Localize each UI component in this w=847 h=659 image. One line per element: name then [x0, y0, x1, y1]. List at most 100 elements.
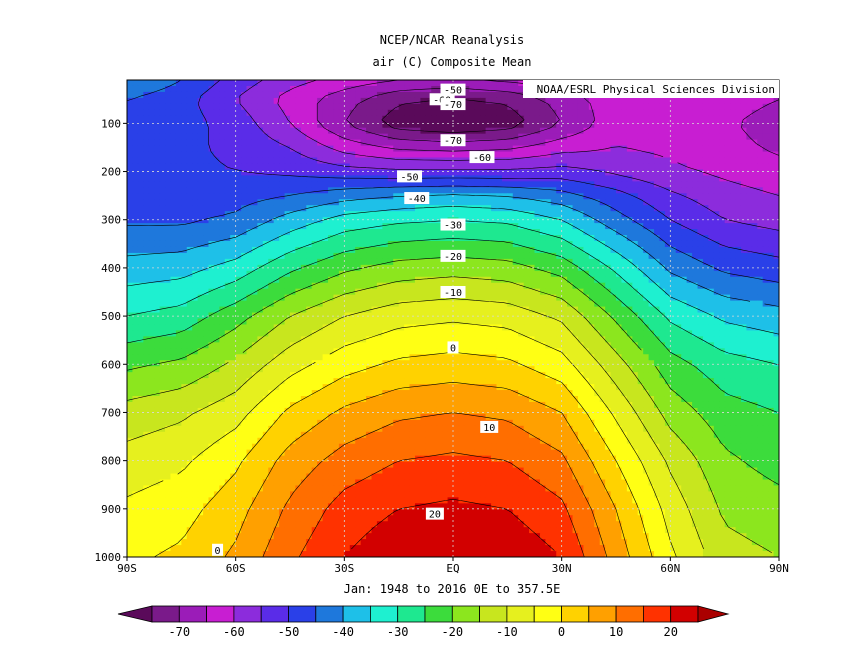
contour-cell [409, 294, 416, 302]
contour-cell [251, 151, 258, 159]
contour-cell [675, 235, 682, 242]
contour-cell [328, 181, 335, 188]
contour-cell [322, 246, 329, 254]
contour-cell [192, 270, 199, 278]
contour-cell [203, 324, 210, 332]
contour-cell [572, 294, 579, 302]
contour-cell [398, 312, 405, 320]
contour-cell [219, 103, 226, 111]
contour-cell [208, 187, 215, 194]
contour-cell [572, 121, 579, 129]
contour-cell [518, 205, 525, 212]
contour-cell [518, 264, 525, 272]
contour-cell [529, 169, 536, 176]
contour-cell [518, 312, 525, 320]
contour-cell [398, 264, 405, 272]
contour-cell [501, 157, 508, 165]
contour-cell [127, 252, 134, 260]
contour-cell [480, 139, 487, 147]
contour-cell [290, 151, 297, 159]
contour-cell [675, 270, 682, 278]
contour-cell [165, 145, 172, 153]
contour-cell [300, 103, 307, 111]
contour-cell [181, 175, 188, 182]
contour-cell [328, 80, 335, 87]
contour-cell [333, 85, 340, 93]
contour-cell [208, 85, 215, 93]
contour-cell [192, 211, 199, 218]
contour-cell [393, 85, 400, 93]
contour-cell [610, 288, 617, 296]
contour-cell [262, 324, 269, 332]
contour-cell [686, 127, 693, 135]
contour-cell [165, 133, 172, 141]
contour-cell [338, 109, 345, 117]
contour-cell [268, 199, 275, 206]
contour-cell [605, 276, 612, 284]
contour-cell [740, 97, 747, 105]
contour-cell [382, 288, 389, 296]
contour-cell [197, 175, 204, 182]
contour-cell [599, 169, 606, 176]
contour-cell [366, 258, 373, 266]
contour-cell [659, 133, 666, 141]
contour-cell [518, 145, 525, 153]
contour-cell [491, 187, 498, 194]
contour-cell [507, 294, 514, 302]
contour-cell [349, 157, 356, 165]
contour-cell [751, 97, 758, 105]
contour-cell [268, 169, 275, 176]
contour-cell [279, 288, 286, 296]
contour-cell [485, 240, 492, 248]
contour-cell [219, 252, 226, 260]
contour-cell [398, 163, 405, 171]
contour-cell [730, 288, 737, 296]
contour-cell [719, 217, 726, 224]
contour-cell [632, 199, 639, 206]
contour-cell [632, 103, 639, 111]
contour-cell [148, 193, 155, 200]
contour-cell [697, 163, 704, 171]
contour-cell [279, 240, 286, 248]
contour-cell [713, 258, 720, 266]
contour-cell [664, 115, 671, 123]
contour-cell [480, 270, 487, 278]
contour-cell [230, 235, 237, 242]
contour-cell [583, 306, 590, 314]
contour-cell [632, 294, 639, 302]
contour-cell [751, 306, 758, 314]
contour-cell [751, 109, 758, 117]
contour-cell [605, 157, 612, 165]
contour-cell [143, 223, 150, 230]
contour-cell [197, 246, 204, 254]
contour-cell [127, 127, 134, 135]
contour-cell [605, 103, 612, 111]
contour-cell [279, 80, 286, 87]
contour-cell [664, 181, 671, 188]
contour-cell [648, 181, 655, 188]
contour-cell [127, 312, 134, 320]
contour-cell [366, 205, 373, 212]
contour-cell [572, 288, 579, 296]
contour-cell [675, 127, 682, 135]
contour-cell [219, 80, 226, 87]
contour-cell [257, 312, 264, 320]
contour-cell [404, 246, 411, 254]
contour-cell [290, 288, 297, 296]
contour-cell [366, 157, 373, 165]
contour-cell [148, 103, 155, 111]
contour-cell [773, 223, 779, 230]
contour-cell [550, 294, 557, 302]
contour-cell [637, 151, 644, 159]
contour-cell [572, 282, 579, 290]
contour-cell [507, 205, 514, 212]
contour-cell [751, 127, 758, 135]
contour-cell [251, 193, 258, 200]
contour-cell [659, 169, 666, 176]
contour-cell [757, 246, 764, 254]
contour-cell [300, 258, 307, 266]
contour-cell [539, 121, 546, 129]
contour-cell [724, 252, 731, 260]
contour-cell [132, 282, 139, 290]
contour-cell [577, 175, 584, 182]
